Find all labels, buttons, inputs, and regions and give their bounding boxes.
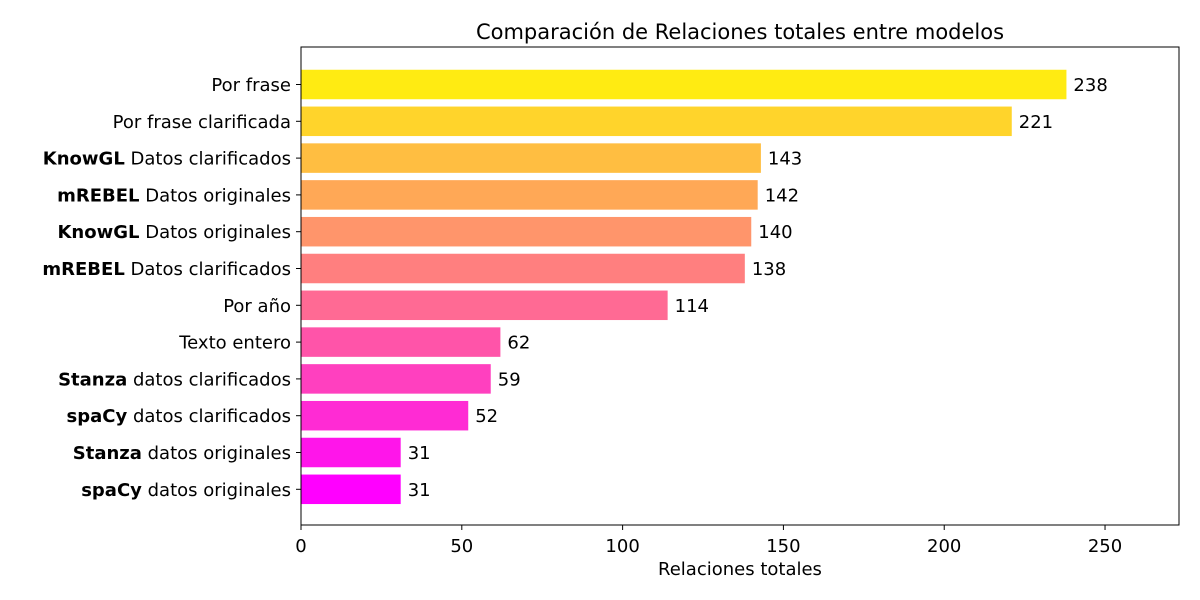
value-label: 52 xyxy=(475,406,498,427)
category-label: spaCy datos clarificados xyxy=(67,406,291,427)
category-label: Texto entero xyxy=(178,333,291,354)
x-axis-label: Relaciones totales xyxy=(658,559,822,580)
bar xyxy=(301,327,501,357)
category-label-bold: spaCy xyxy=(81,480,142,501)
bar xyxy=(301,180,758,210)
category-label-text: datos originales xyxy=(142,443,291,464)
x-tick-label: 100 xyxy=(605,536,639,557)
category-label-text: Texto entero xyxy=(178,333,291,354)
plot-frame xyxy=(300,46,1180,526)
category-label: Stanza datos originales xyxy=(73,443,291,464)
category-label: Por frase xyxy=(211,75,291,96)
bar xyxy=(301,143,761,173)
bar xyxy=(301,216,752,247)
category-label-text: Por frase xyxy=(211,75,291,96)
category-label: spaCy datos originales xyxy=(81,480,291,501)
x-tick-label: 50 xyxy=(450,536,473,557)
x-tick-label: 0 xyxy=(295,536,306,557)
bar xyxy=(301,69,1067,100)
category-label-bold: KnowGL xyxy=(57,222,139,243)
category-label-text: datos clarificados xyxy=(127,369,291,390)
bar xyxy=(301,364,491,394)
category-label: mREBEL Datos originales xyxy=(57,185,291,206)
chart-title: Comparación de Relaciones totales entre … xyxy=(476,20,1004,44)
bar xyxy=(301,253,745,284)
value-label: 114 xyxy=(675,296,709,317)
x-tick-label: 250 xyxy=(1088,536,1122,557)
x-axis-ticks: 0 50 100 150 200 250 xyxy=(295,84,1122,557)
bars-layer xyxy=(301,69,1067,505)
bar xyxy=(301,106,1012,137)
category-label: Stanza datos clarificados xyxy=(58,369,291,390)
category-label-bold: spaCy xyxy=(67,406,128,427)
category-label: Por año xyxy=(223,296,291,317)
category-label-text: Por año xyxy=(223,296,291,317)
category-label-text: Datos originales xyxy=(139,185,291,206)
category-label-text: Datos originales xyxy=(139,222,291,243)
category-label-text: datos originales xyxy=(142,480,291,501)
category-label-text: Por frase clarificada xyxy=(113,112,291,133)
category-labels: Por frase Por frase clarificada KnowGL Dat… xyxy=(42,75,291,501)
category-label-text: Datos clarificados xyxy=(125,149,291,170)
bar xyxy=(301,474,401,505)
value-label: 221 xyxy=(1019,112,1053,133)
value-label: 31 xyxy=(408,480,431,501)
value-label: 238 xyxy=(1073,75,1107,96)
category-label: Por frase clarificada xyxy=(113,112,291,133)
value-label: 138 xyxy=(752,259,786,280)
bar xyxy=(301,290,668,321)
value-label: 143 xyxy=(768,149,802,170)
category-label-text: Datos clarificados xyxy=(125,259,291,280)
x-tick-label: 150 xyxy=(766,536,800,557)
category-label-bold: KnowGL xyxy=(43,149,125,170)
category-label-bold: Stanza xyxy=(73,443,142,464)
category-label-bold: Stanza xyxy=(58,369,127,390)
value-label: 140 xyxy=(758,222,792,243)
category-label: KnowGL Datos originales xyxy=(57,222,291,243)
bar xyxy=(301,437,401,468)
category-label-bold: mREBEL xyxy=(42,259,124,280)
bar xyxy=(301,400,469,431)
value-label: 59 xyxy=(498,369,521,390)
x-tick-label: 200 xyxy=(927,536,961,557)
category-label: KnowGL Datos clarificados xyxy=(43,149,291,170)
category-label: mREBEL Datos clarificados xyxy=(42,259,291,280)
category-label-bold: mREBEL xyxy=(57,185,139,206)
category-label-text: datos clarificados xyxy=(127,406,291,427)
value-label: 31 xyxy=(408,443,431,464)
value-label: 62 xyxy=(507,333,530,354)
value-label: 142 xyxy=(765,185,799,206)
